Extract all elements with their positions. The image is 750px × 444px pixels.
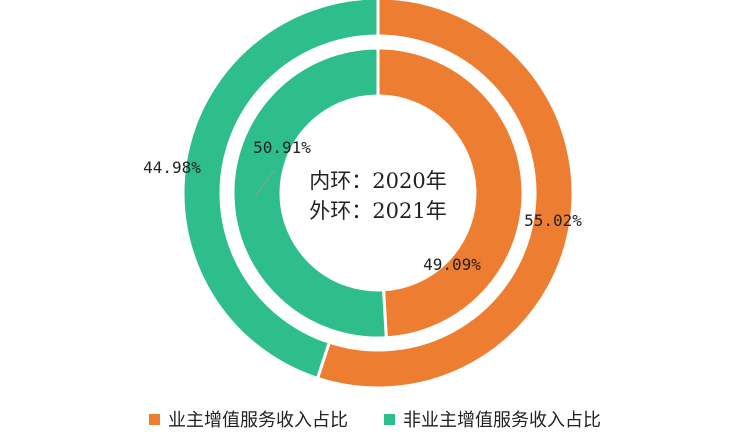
- rings-group: [181, 0, 575, 390]
- legend-label-owner: 业主增值服务收入占比: [168, 410, 348, 431]
- center-line-outer: 外环：2021年: [309, 199, 446, 223]
- inner-label-leader-line: [255, 169, 276, 196]
- inner-ring-label-1: 50.91%: [253, 138, 311, 157]
- legend-swatch-non-owner: [384, 413, 395, 425]
- legend-swatch-owner: [149, 413, 160, 425]
- outer-ring-label-1: 44.98%: [143, 158, 201, 177]
- donut-chart: 49.09% 50.91% 55.02% 44.98% 内环：2020年 外环：202…: [143, 0, 582, 390]
- legend: 业主增值服务收入占比 非业主增值服务收入占比: [0, 404, 750, 434]
- center-line-inner: 内环：2020年: [309, 169, 446, 193]
- inner-ring-slice-0: [376, 46, 525, 340]
- legend-label-non-owner: 非业主增值服务收入占比: [403, 410, 601, 431]
- labels-group: 49.09% 50.91% 55.02% 44.98%: [143, 138, 582, 274]
- inner-ring-slice-1: [231, 46, 388, 340]
- outer-ring-slice-0: [315, 0, 575, 390]
- outer-ring-slice-1: [181, 0, 380, 381]
- legend-item-non-owner: 非业主增值服务收入占比: [384, 406, 601, 432]
- outer-ring-label-0: 55.02%: [524, 211, 582, 230]
- inner-ring-label-0: 49.09%: [423, 255, 481, 274]
- legend-item-owner: 业主增值服务收入占比: [149, 406, 348, 432]
